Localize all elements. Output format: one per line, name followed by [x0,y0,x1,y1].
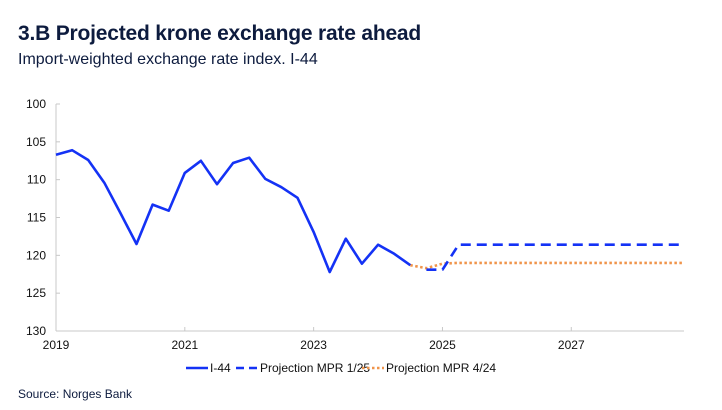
series-layer [55,148,684,274]
series-line-projection-mpr-4-24 [410,261,684,270]
y-tick-label: 115 [27,211,46,225]
legend-item-i-44: I-44 [186,361,231,375]
chart-subtitle: Import-weighted exchange rate index. I-4… [18,51,318,68]
x-tick-label: 2027 [558,338,585,352]
x-tick-labels: 2019 2021 2023 2025 2027 [43,338,585,352]
y-tick-label: 125 [26,286,46,300]
legend-item-projection-mpr-4-24: Projection MPR 4/24 [362,361,496,375]
legend-label: Projection MPR 1/25 [260,361,370,375]
chart-title: 3.B Projected krone exchange rate ahead [18,22,422,45]
legend: I-44 Projection MPR 1/25 Projection MPR 4/… [186,361,496,375]
x-tick-label: 2025 [429,338,456,352]
legend-label: Projection MPR 4/24 [386,361,496,375]
source-note: Source: Norges Bank [18,387,133,401]
x-tick-label: 2021 [171,338,198,352]
legend-item-projection-mpr-1-25: Projection MPR 1/25 [236,361,370,375]
series-line-i-44 [55,148,412,274]
y-tick-labels: 100 105 110 115 120 125 130 [26,97,46,338]
series-line-projection-mpr-1-25 [426,243,684,272]
y-tick-label: 110 [27,173,46,187]
axes [55,103,684,332]
legend-label: I-44 [210,361,231,375]
y-tick-label: 105 [26,135,46,149]
y-tick-label: 130 [26,324,46,338]
x-tick-label: 2023 [300,338,327,352]
y-tick-label: 100 [26,97,46,111]
y-tick-label: 120 [26,248,46,262]
x-tick-label: 2019 [43,338,70,352]
